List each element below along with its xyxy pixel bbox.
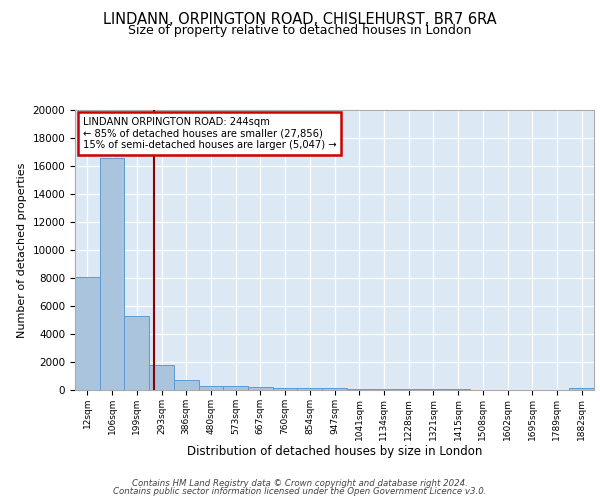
Bar: [298, 388, 322, 390]
Text: LINDANN ORPINGTON ROAD: 244sqm
← 85% of detached houses are smaller (27,856)
15%: LINDANN ORPINGTON ROAD: 244sqm ← 85% of …: [83, 117, 337, 150]
Bar: [248, 387, 273, 390]
Bar: [223, 386, 248, 390]
Y-axis label: Number of detached properties: Number of detached properties: [17, 162, 27, 338]
Bar: [569, 388, 594, 390]
Bar: [396, 389, 421, 390]
Bar: [199, 386, 223, 390]
Text: LINDANN, ORPINGTON ROAD, CHISLEHURST, BR7 6RA: LINDANN, ORPINGTON ROAD, CHISLEHURST, BR…: [103, 12, 497, 28]
Bar: [174, 380, 199, 390]
Bar: [322, 388, 347, 390]
Bar: [100, 158, 124, 390]
X-axis label: Distribution of detached houses by size in London: Distribution of detached houses by size …: [187, 446, 482, 458]
Bar: [273, 388, 298, 390]
Bar: [347, 388, 371, 390]
Text: Contains HM Land Registry data © Crown copyright and database right 2024.: Contains HM Land Registry data © Crown c…: [132, 478, 468, 488]
Bar: [149, 365, 174, 390]
Text: Contains public sector information licensed under the Open Government Licence v3: Contains public sector information licen…: [113, 487, 487, 496]
Bar: [124, 316, 149, 390]
Bar: [371, 389, 396, 390]
Text: Size of property relative to detached houses in London: Size of property relative to detached ho…: [128, 24, 472, 37]
Bar: [75, 276, 100, 390]
